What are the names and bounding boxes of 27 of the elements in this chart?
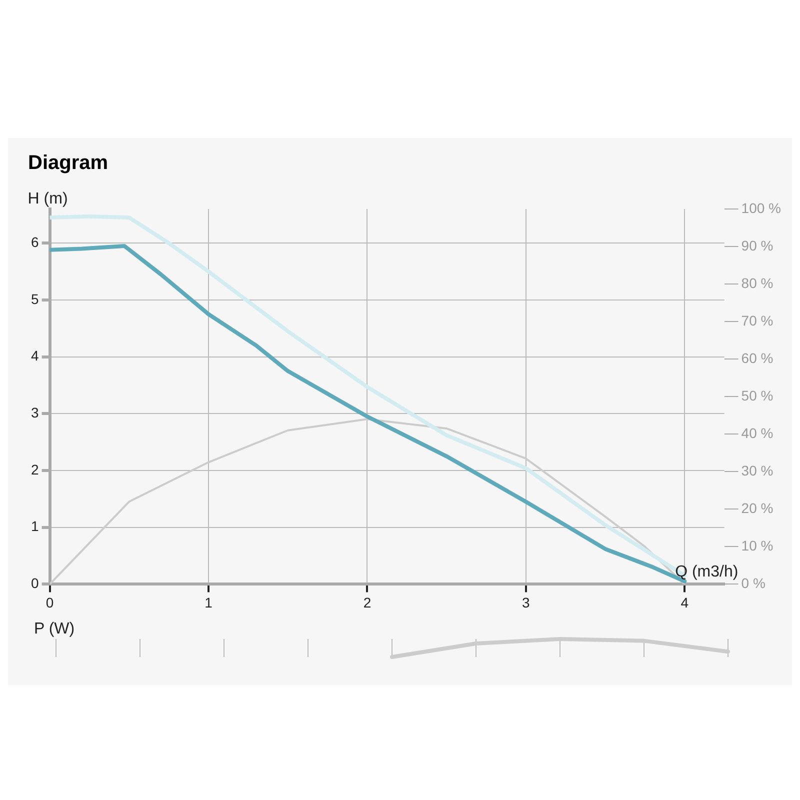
x-tick-label: 4: [680, 594, 689, 610]
chart-title: Diagram: [27, 151, 110, 176]
x-tick-label: 1: [204, 594, 213, 610]
x-axis-title: Q (m3/h): [675, 564, 738, 581]
y2-tick-label: 30 %: [741, 462, 774, 478]
x-tick-label: 3: [522, 594, 530, 610]
y2-tick-label: 90 %: [741, 237, 774, 254]
y2-tick-label: 60 %: [741, 350, 774, 366]
y-axis-title: H (m): [28, 190, 68, 208]
y2-tick-label: 40 %: [741, 424, 774, 441]
y2-tick-label: 20 %: [741, 500, 774, 516]
y-tick-label: 5: [30, 290, 39, 307]
y-tick-label: 1: [30, 518, 39, 534]
y-tick-label: 6: [30, 234, 39, 250]
y2-tick-label: 50 %: [741, 387, 774, 404]
x-tick-label: 0: [46, 594, 54, 610]
y-tick-label: 4: [30, 348, 39, 364]
y2-tick-label: 0 %: [741, 575, 766, 592]
y-axis-title: P (W): [34, 620, 75, 638]
y2-tick-label: 10 %: [741, 538, 774, 554]
y2-tick-label: 100 %: [741, 200, 782, 216]
y-tick-label: 3: [30, 404, 39, 421]
y2-tick-label: 70 %: [741, 312, 774, 328]
x-tick-label: 2: [363, 594, 372, 610]
y2-tick-label: 80 %: [741, 274, 774, 291]
y-tick-label: 2: [30, 461, 39, 478]
y-tick-label: 0: [30, 575, 39, 592]
